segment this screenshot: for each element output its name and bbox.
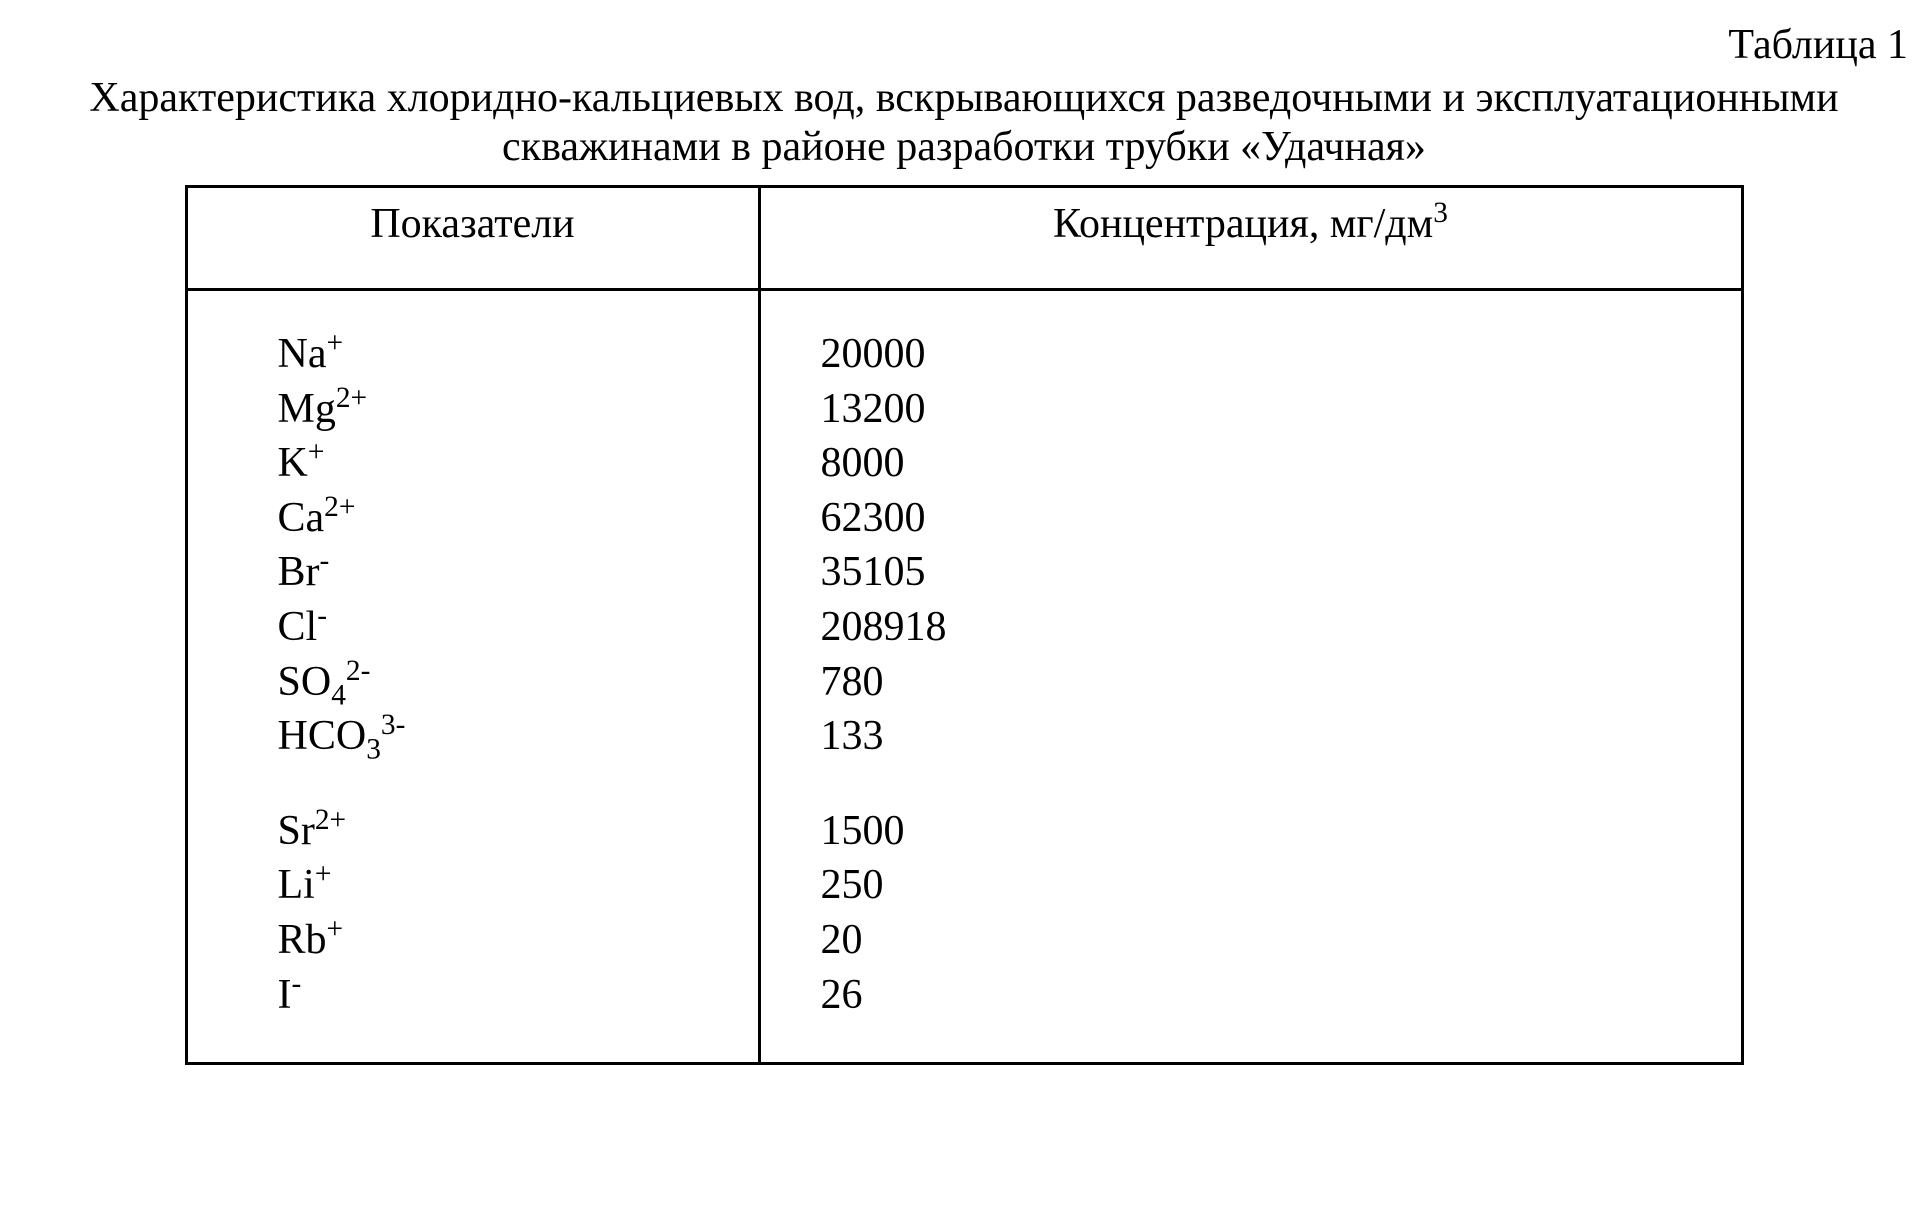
species-label: Mg2+: [278, 382, 738, 437]
species-value: 35105: [821, 545, 1721, 600]
species-label: K+: [278, 436, 738, 491]
species-value: 208918: [821, 600, 1721, 655]
species-superscript: +: [308, 436, 325, 468]
species-label: Na+: [278, 327, 738, 382]
species-value: 20: [821, 913, 1721, 968]
species-value: 133: [821, 709, 1721, 764]
water-characteristics-table: Показатели Концентрация, мг/дм3 Na+Mg2+K…: [185, 185, 1744, 1065]
species-base: Ca: [278, 495, 325, 541]
column-header-parameter: Показатели: [186, 186, 759, 289]
species-superscript: 2-: [346, 655, 370, 687]
species-value: 13200: [821, 382, 1721, 437]
species-base: Rb: [278, 917, 327, 963]
row-gap: [278, 764, 738, 804]
table-caption: Характеристика хлоридно-кальциевых вод, …: [20, 74, 1908, 171]
species-base: Cl: [278, 604, 318, 650]
species-subscript: 4: [331, 679, 346, 711]
species-base: HCO: [278, 713, 367, 759]
species-subscript: 3: [366, 734, 381, 766]
param-cell: Na+Mg2+K+Ca2+Br-Cl-SO42-HCO33-Sr2+Li+Rb+…: [186, 289, 759, 1063]
species-value: 26: [821, 968, 1721, 1023]
species-base: Sr: [278, 808, 315, 854]
species-superscript: -: [292, 968, 302, 1000]
species-base: SO: [278, 659, 332, 705]
species-superscript: -: [317, 600, 327, 632]
species-base: Mg: [278, 386, 336, 432]
species-label: Rb+: [278, 913, 738, 968]
column-header-concentration: Концентрация, мг/дм3: [759, 186, 1742, 289]
species-label: Cl-: [278, 600, 738, 655]
species-label: Ca2+: [278, 491, 738, 546]
species-label: Li+: [278, 858, 738, 913]
value-cell: 200001320080006230035105208918780133 1500…: [759, 289, 1742, 1063]
row-gap: [821, 764, 1721, 804]
species-superscript: 2+: [324, 491, 355, 523]
species-superscript: 2+: [336, 382, 367, 414]
species-superscript: -: [320, 545, 330, 577]
species-label: HCO33-: [278, 709, 738, 764]
species-superscript: +: [327, 913, 344, 945]
species-base: Na: [278, 331, 327, 377]
species-base: Br: [278, 549, 320, 595]
species-value: 1500: [821, 804, 1721, 859]
species-superscript: +: [326, 327, 343, 359]
species-base: I: [278, 972, 292, 1018]
species-value: 8000: [821, 436, 1721, 491]
column-header-concentration-text: Концентрация, мг/дм: [1053, 201, 1433, 247]
species-value: 250: [821, 858, 1721, 913]
species-label: Br-: [278, 545, 738, 600]
species-superscript: +: [315, 858, 332, 890]
table-number: Таблица 1: [20, 20, 1908, 70]
column-header-concentration-sup: 3: [1433, 197, 1448, 229]
species-value: 20000: [821, 327, 1721, 382]
species-superscript: 3-: [381, 709, 405, 741]
species-base: K: [278, 440, 308, 486]
species-superscript: 2+: [315, 804, 346, 836]
species-value: 780: [821, 655, 1721, 710]
species-label: SO42-: [278, 655, 738, 710]
species-label: I-: [278, 968, 738, 1023]
species-label: Sr2+: [278, 804, 738, 859]
species-value: 62300: [821, 491, 1721, 546]
species-base: Li: [278, 862, 315, 908]
